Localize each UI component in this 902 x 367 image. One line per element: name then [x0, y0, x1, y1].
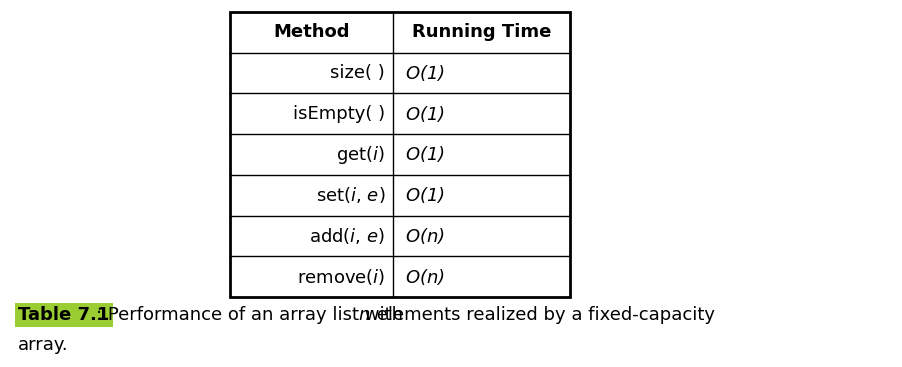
- Text: $O$($n$): $O$($n$): [405, 267, 445, 287]
- Bar: [230, 12, 569, 297]
- Text: : Performance of an array list with: : Performance of an array list with: [96, 306, 409, 324]
- Text: isEmpty( ): isEmpty( ): [293, 105, 385, 123]
- Text: elements realized by a fixed-capacity: elements realized by a fixed-capacity: [371, 306, 714, 324]
- Text: $O$(1): $O$(1): [405, 63, 445, 83]
- Text: size( ): size( ): [330, 64, 385, 82]
- Text: $n$: $n$: [357, 306, 370, 324]
- Text: Running Time: Running Time: [411, 23, 551, 41]
- Text: remove($i$): remove($i$): [297, 267, 385, 287]
- Text: $O$(1): $O$(1): [405, 104, 445, 124]
- Text: Table 7.1: Table 7.1: [18, 306, 109, 324]
- Text: Method: Method: [273, 23, 349, 41]
- Text: add($i$, $e$): add($i$, $e$): [309, 226, 385, 246]
- Text: get($i$): get($i$): [336, 143, 385, 166]
- Text: $O$($n$): $O$($n$): [405, 226, 445, 246]
- Text: set($i$, $e$): set($i$, $e$): [316, 185, 385, 205]
- Text: $O$(1): $O$(1): [405, 185, 445, 205]
- Text: array.: array.: [18, 336, 69, 354]
- Text: $O$(1): $O$(1): [405, 145, 445, 164]
